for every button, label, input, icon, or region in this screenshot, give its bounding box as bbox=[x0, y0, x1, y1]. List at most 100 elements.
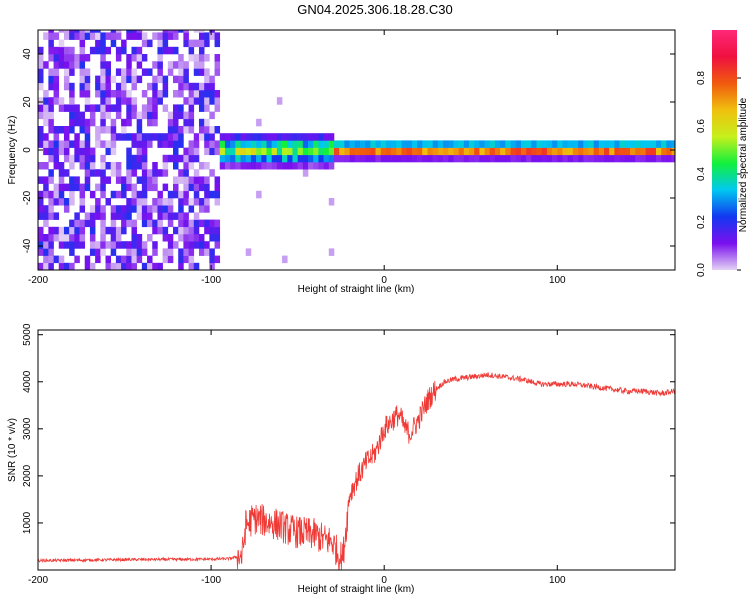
heatmap-cell bbox=[650, 147, 657, 156]
heatmap-cell bbox=[401, 140, 407, 148]
heatmap-cell bbox=[141, 198, 148, 206]
heatmap-cell bbox=[121, 39, 127, 48]
heatmap-cell bbox=[157, 212, 163, 220]
heatmap-cell bbox=[58, 97, 65, 105]
heatmap-cell bbox=[193, 54, 200, 62]
heatmap-cell bbox=[422, 154, 428, 163]
heatmap-cell bbox=[245, 162, 252, 170]
heatmap-cell bbox=[58, 30, 65, 33]
heatmap-cell bbox=[526, 147, 532, 156]
heatmap-cell bbox=[147, 39, 153, 48]
heatmap-cell bbox=[141, 241, 148, 249]
heatmap-cell bbox=[100, 190, 106, 199]
heatmap-cell bbox=[536, 140, 543, 148]
heatmap-cell bbox=[141, 154, 148, 163]
y-tick-label: -40 bbox=[22, 238, 33, 253]
heatmap-cell bbox=[69, 61, 75, 69]
snr-frame bbox=[37, 329, 676, 571]
heatmap-cell bbox=[235, 147, 241, 156]
heatmap-cell bbox=[588, 154, 594, 163]
heatmap-cell bbox=[162, 169, 169, 177]
heatmap-cell bbox=[209, 190, 215, 199]
heatmap-cell bbox=[38, 75, 44, 84]
heatmap-cell bbox=[162, 75, 169, 84]
heatmap-cell bbox=[63, 183, 70, 192]
heatmap-cell bbox=[84, 30, 91, 33]
heatmap-cell bbox=[58, 262, 65, 270]
heatmap-cell bbox=[183, 68, 189, 76]
heatmap-cell bbox=[645, 147, 652, 156]
heatmap-cell bbox=[250, 154, 257, 163]
snr-x-ticks: -200 -100 0 100 bbox=[28, 330, 566, 586]
heatmap-cell bbox=[458, 140, 465, 148]
heatmap-cell bbox=[105, 198, 112, 206]
heatmap-cell bbox=[609, 140, 615, 148]
heatmap-cell bbox=[250, 133, 257, 141]
heatmap-cell bbox=[131, 198, 137, 206]
heatmap-cell bbox=[58, 169, 65, 177]
heatmap-cell bbox=[240, 140, 247, 148]
heatmap-cell bbox=[198, 54, 205, 62]
heatmap-cell bbox=[48, 147, 54, 156]
heatmap-cell bbox=[131, 262, 137, 270]
heatmap-cell bbox=[266, 133, 272, 141]
heatmap-cell bbox=[328, 133, 335, 141]
heatmap-cell bbox=[141, 104, 148, 112]
heatmap-cell bbox=[141, 133, 148, 141]
heatmap-cell bbox=[131, 104, 137, 112]
heatmap-cell bbox=[43, 205, 49, 213]
heatmap-cell bbox=[95, 126, 101, 134]
heatmap-cell bbox=[48, 68, 54, 76]
heatmap-cell bbox=[261, 147, 267, 156]
heatmap-cell bbox=[89, 169, 96, 177]
heatmap-cell bbox=[147, 262, 153, 270]
heatmap-cell bbox=[115, 226, 122, 235]
heatmap-cell bbox=[43, 147, 49, 156]
heatmap-cell bbox=[63, 104, 70, 112]
heatmap-cell bbox=[261, 154, 267, 163]
heatmap-cell bbox=[198, 234, 205, 242]
heatmap-cell bbox=[583, 154, 589, 163]
heatmap-cell bbox=[89, 162, 96, 170]
heatmap-cell bbox=[43, 219, 49, 228]
heatmap-cell bbox=[245, 248, 252, 256]
heatmap-cell bbox=[204, 54, 210, 62]
heatmap-cell bbox=[484, 154, 491, 163]
x-tick-label: 0 bbox=[381, 575, 387, 586]
heatmap-cell bbox=[141, 190, 148, 199]
heatmap-cell bbox=[214, 147, 221, 156]
heatmap-cell bbox=[126, 176, 132, 184]
heatmap-cell bbox=[126, 241, 132, 249]
heatmap-cell bbox=[115, 30, 122, 33]
heatmap-cell bbox=[157, 61, 163, 69]
heatmap-cell bbox=[204, 183, 210, 192]
heatmap-cell bbox=[198, 198, 205, 206]
heatmap-cell bbox=[53, 133, 60, 141]
heatmap-cell bbox=[224, 154, 231, 163]
heatmap-cell bbox=[162, 226, 169, 235]
heatmap-cell bbox=[245, 140, 252, 148]
heatmap-cell bbox=[193, 219, 200, 228]
heatmap-cell bbox=[63, 169, 70, 177]
heatmap-cell bbox=[198, 30, 205, 33]
heatmap-cell bbox=[105, 68, 112, 76]
heatmap-cell bbox=[167, 241, 174, 249]
heatmap-cell bbox=[69, 219, 75, 228]
heatmap-cell bbox=[152, 198, 158, 206]
heatmap-cell bbox=[136, 255, 143, 264]
heatmap-cell bbox=[79, 162, 86, 170]
heatmap-cell bbox=[53, 75, 60, 84]
heatmap-cell bbox=[173, 176, 179, 184]
heatmap-cell bbox=[520, 147, 527, 156]
heatmap-cell bbox=[183, 30, 189, 33]
heatmap-cell bbox=[84, 147, 91, 156]
heatmap-cell bbox=[38, 226, 44, 235]
heatmap-cell bbox=[48, 97, 54, 105]
heatmap-cell bbox=[209, 255, 215, 264]
heatmap-cell bbox=[95, 32, 101, 40]
heatmap-cell bbox=[198, 126, 205, 134]
heatmap-cell bbox=[323, 162, 330, 170]
heatmap-cell bbox=[100, 32, 106, 40]
heatmap-cell bbox=[100, 97, 106, 105]
heatmap-cell bbox=[115, 133, 122, 141]
